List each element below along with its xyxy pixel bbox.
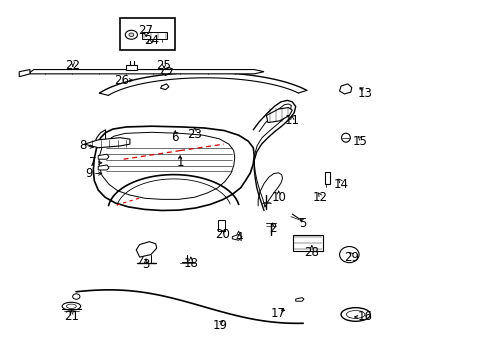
Polygon shape — [295, 298, 304, 301]
Polygon shape — [30, 69, 264, 74]
Text: 28: 28 — [304, 246, 319, 259]
Bar — [120, 18, 174, 50]
Ellipse shape — [73, 294, 80, 299]
Ellipse shape — [341, 133, 349, 142]
Polygon shape — [339, 84, 351, 94]
Text: 27: 27 — [138, 24, 153, 37]
Polygon shape — [232, 234, 242, 240]
Text: 22: 22 — [65, 59, 80, 72]
Text: 1: 1 — [176, 156, 183, 169]
Polygon shape — [98, 165, 109, 170]
Text: 17: 17 — [270, 307, 285, 320]
Text: 24: 24 — [144, 34, 159, 48]
Polygon shape — [98, 154, 109, 159]
Polygon shape — [126, 64, 137, 69]
Text: 15: 15 — [352, 135, 367, 148]
Text: 14: 14 — [333, 178, 348, 191]
Text: 5: 5 — [299, 217, 306, 230]
Ellipse shape — [66, 304, 76, 309]
Text: 23: 23 — [187, 127, 202, 141]
Text: 12: 12 — [312, 192, 327, 204]
Text: 4: 4 — [234, 231, 242, 244]
Text: 9: 9 — [85, 167, 93, 180]
Ellipse shape — [125, 30, 137, 39]
Text: 8: 8 — [79, 139, 86, 152]
Ellipse shape — [340, 308, 369, 321]
Bar — [293, 235, 322, 251]
Text: 6: 6 — [171, 131, 179, 144]
Text: 29: 29 — [344, 251, 359, 264]
Text: 11: 11 — [284, 114, 299, 127]
Text: 16: 16 — [357, 310, 372, 324]
Text: 13: 13 — [357, 87, 372, 100]
Text: 10: 10 — [271, 192, 285, 204]
Polygon shape — [84, 138, 130, 148]
Bar — [142, 32, 167, 40]
Polygon shape — [266, 108, 292, 123]
Text: 26: 26 — [114, 74, 129, 87]
Text: 19: 19 — [212, 319, 227, 332]
Text: 3: 3 — [142, 258, 149, 271]
Polygon shape — [93, 126, 254, 211]
Text: 21: 21 — [64, 310, 79, 324]
Bar — [217, 220, 224, 231]
Polygon shape — [136, 242, 157, 257]
Polygon shape — [19, 69, 30, 77]
Text: 7: 7 — [88, 156, 96, 169]
Text: 25: 25 — [156, 59, 171, 72]
Bar — [325, 172, 329, 184]
Text: 20: 20 — [215, 228, 229, 241]
Ellipse shape — [62, 302, 81, 310]
Ellipse shape — [129, 33, 134, 37]
Ellipse shape — [339, 247, 358, 263]
Text: 2: 2 — [268, 222, 276, 235]
Ellipse shape — [346, 311, 364, 319]
Text: 18: 18 — [183, 257, 198, 270]
